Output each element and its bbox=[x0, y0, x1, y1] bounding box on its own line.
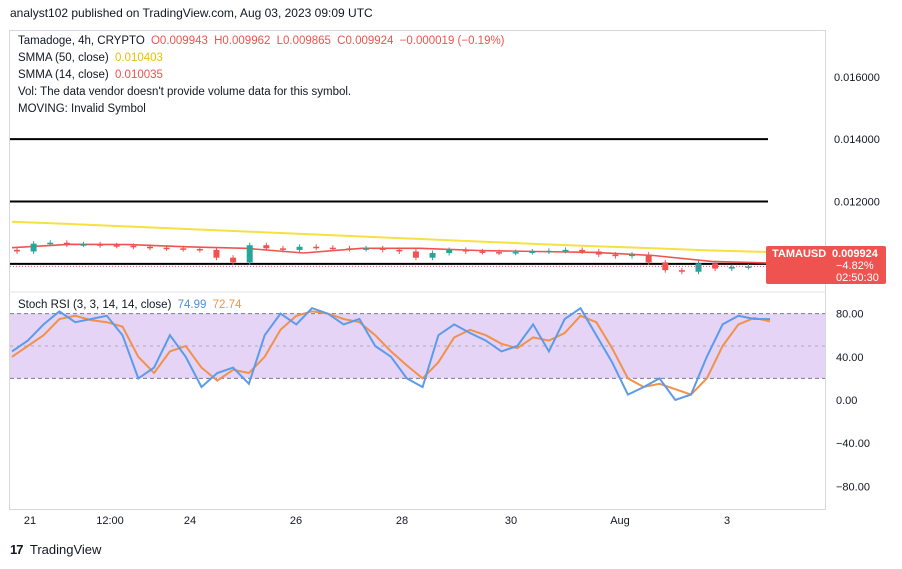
tradingview-logo-icon: 17 bbox=[10, 542, 24, 557]
time-tick-3: 26 bbox=[290, 515, 302, 527]
candle-body-28 bbox=[479, 251, 486, 253]
stoch-label: Stoch RSI (3, 3, 14, 14, close) bbox=[18, 299, 172, 311]
candle-body-4 bbox=[80, 244, 87, 246]
candle-body-12 bbox=[213, 249, 220, 258]
candle-body-13 bbox=[230, 257, 237, 263]
badge-symbol: TAMAUSD bbox=[772, 248, 827, 260]
candle-body-26 bbox=[446, 249, 453, 254]
candle-body-15 bbox=[263, 245, 270, 249]
candle-body-9 bbox=[163, 247, 170, 250]
candle-body-10 bbox=[180, 248, 187, 250]
legend-change: −0.000019 (−0.19%) bbox=[399, 35, 505, 47]
candle-body-23 bbox=[396, 249, 403, 252]
time-tick-0: 21 bbox=[24, 515, 36, 527]
candle-body-17 bbox=[296, 246, 303, 250]
candle-body-24 bbox=[412, 251, 419, 258]
time-tick-6: Aug bbox=[610, 515, 630, 527]
candle-body-37 bbox=[629, 254, 636, 257]
candle-body-32 bbox=[545, 250, 552, 253]
legend-sma50-label: SMMA (50, close) bbox=[18, 52, 109, 64]
candle-body-0 bbox=[14, 249, 20, 252]
legend-sma14-label: SMMA (14, close) bbox=[18, 69, 109, 81]
stoch-k-value: 74.99 bbox=[177, 299, 207, 311]
candle-body-5 bbox=[97, 244, 104, 246]
legend-moving-row: MOVING: Invalid Symbol bbox=[18, 103, 146, 115]
stoch-tick-4: −80.00 bbox=[836, 481, 870, 493]
candle-body-35 bbox=[595, 251, 602, 255]
time-tick-1: 12:00 bbox=[96, 515, 124, 527]
time-tick-7: 3 bbox=[724, 515, 730, 527]
legend-low: L0.009865 bbox=[276, 35, 331, 47]
candle-body-38 bbox=[645, 254, 652, 263]
candle-body-41 bbox=[695, 263, 702, 272]
candle-body-20 bbox=[346, 248, 353, 250]
candle-body-30 bbox=[512, 252, 519, 254]
stoch-k-line bbox=[11, 306, 770, 402]
candle-body-18 bbox=[313, 246, 320, 249]
stoch-tick-3: −40.00 bbox=[836, 438, 870, 450]
time-tick-4: 28 bbox=[396, 515, 408, 527]
candle-body-7 bbox=[130, 245, 137, 248]
candle-body-29 bbox=[496, 252, 503, 254]
price-tick-0: 0.016000 bbox=[834, 72, 880, 84]
legend-symbol-row: Tamadoge, 4h, CRYPTO O0.009943 H0.009962… bbox=[18, 35, 508, 47]
legend-vol-row: Vol: The data vendor doesn't provide vol… bbox=[18, 86, 352, 98]
candle-body-11 bbox=[196, 248, 203, 251]
candle-body-6 bbox=[113, 245, 120, 247]
stoch-tick-2: 0.00 bbox=[836, 395, 857, 407]
badge-change: −4.82% bbox=[836, 260, 874, 272]
footer-logo[interactable]: 17 TradingView bbox=[10, 542, 101, 557]
candle-body-39 bbox=[662, 262, 669, 271]
publish-line: analyst102 published on TradingView.com,… bbox=[10, 6, 373, 20]
candle-body-27 bbox=[462, 249, 469, 252]
legend-sma50-value: 0.010403 bbox=[114, 52, 163, 64]
price-tick-1: 0.014000 bbox=[834, 134, 880, 146]
candle-body-14 bbox=[246, 245, 253, 263]
candle-body-43 bbox=[728, 267, 735, 269]
stoch-tick-1: 40.00 bbox=[836, 352, 864, 364]
price-badge: TAMAUSD 0.009924 −4.82% 02:50:30 bbox=[766, 246, 886, 284]
candle-body-3 bbox=[63, 242, 70, 245]
badge-price: 0.009924 bbox=[832, 248, 878, 260]
candle-body-8 bbox=[146, 246, 153, 249]
candle-body-2 bbox=[47, 242, 54, 245]
sma50-line bbox=[11, 220, 771, 254]
candle-body-36 bbox=[612, 254, 619, 257]
candle-body-40 bbox=[678, 270, 685, 272]
candle-body-44 bbox=[745, 266, 752, 268]
legend-high: H0.009962 bbox=[214, 35, 271, 47]
candle-body-1 bbox=[30, 243, 37, 252]
legend-symbol: Tamadoge, 4h, CRYPTO bbox=[18, 35, 145, 47]
candle-body-34 bbox=[579, 249, 586, 252]
legend-sma50-row: SMMA (50, close) 0.010403 bbox=[18, 52, 166, 64]
candle-body-25 bbox=[429, 253, 436, 258]
legend-sma14-value: 0.010035 bbox=[114, 69, 163, 81]
candle-body-21 bbox=[363, 248, 370, 250]
stoch-d-value: 72.74 bbox=[212, 299, 242, 311]
legend-close: C0.009924 bbox=[337, 35, 394, 47]
candle-body-19 bbox=[329, 247, 336, 250]
time-tick-2: 24 bbox=[184, 515, 196, 527]
price-tick-2: 0.012000 bbox=[834, 197, 880, 209]
footer-brand: TradingView bbox=[29, 542, 102, 557]
sma14-line bbox=[11, 243, 771, 264]
badge-countdown: 02:50:30 bbox=[836, 272, 879, 284]
candle-body-31 bbox=[529, 251, 536, 253]
legend-sma14-row: SMMA (14, close) 0.010035 bbox=[18, 69, 166, 81]
candle-body-33 bbox=[562, 249, 569, 252]
time-tick-5: 30 bbox=[505, 515, 517, 527]
candle-body-22 bbox=[379, 248, 386, 250]
stoch-tick-0: 80.00 bbox=[836, 309, 864, 321]
candle-body-16 bbox=[279, 248, 286, 250]
stoch-legend: Stoch RSI (3, 3, 14, 14, close) 74.99 72… bbox=[18, 299, 244, 311]
legend-open: O0.009943 bbox=[150, 35, 208, 47]
